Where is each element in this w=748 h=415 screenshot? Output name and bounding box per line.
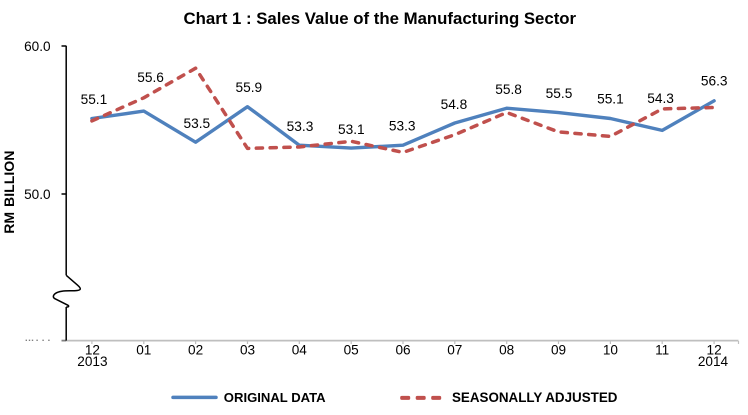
svg-text:54.8: 54.8 bbox=[441, 97, 468, 112]
svg-text:55.8: 55.8 bbox=[495, 82, 522, 97]
svg-text:53.3: 53.3 bbox=[287, 119, 314, 134]
svg-text:55.6: 55.6 bbox=[137, 70, 164, 85]
svg-text:54.3: 54.3 bbox=[647, 91, 674, 106]
svg-text:53.3: 53.3 bbox=[389, 119, 416, 134]
svg-text:RM BILLION: RM BILLION bbox=[1, 151, 17, 234]
svg-text:53.5: 53.5 bbox=[183, 116, 210, 131]
svg-text:02: 02 bbox=[188, 343, 203, 358]
svg-text:2014: 2014 bbox=[698, 354, 729, 369]
svg-text:04: 04 bbox=[292, 343, 308, 358]
svg-text:55.1: 55.1 bbox=[597, 92, 624, 107]
svg-text:12: 12 bbox=[707, 343, 722, 358]
svg-text:60.0: 60.0 bbox=[24, 39, 51, 54]
svg-text:55.9: 55.9 bbox=[235, 80, 262, 95]
svg-text:10: 10 bbox=[603, 343, 619, 358]
svg-text:08: 08 bbox=[499, 343, 514, 358]
svg-text:03: 03 bbox=[240, 343, 255, 358]
svg-text:07: 07 bbox=[447, 343, 462, 358]
svg-text:SEASONALLY ADJUSTED: SEASONALLY ADJUSTED bbox=[452, 390, 618, 405]
svg-text:12: 12 bbox=[85, 343, 100, 358]
svg-text:05: 05 bbox=[344, 343, 359, 358]
svg-text:56.3: 56.3 bbox=[701, 74, 728, 89]
svg-text:55.5: 55.5 bbox=[546, 86, 573, 101]
svg-text:55.1: 55.1 bbox=[81, 92, 108, 107]
svg-text:09: 09 bbox=[551, 343, 566, 358]
svg-text:06: 06 bbox=[395, 343, 410, 358]
svg-text:2013: 2013 bbox=[77, 354, 107, 369]
svg-text:11: 11 bbox=[655, 343, 669, 358]
svg-text:01: 01 bbox=[136, 343, 151, 358]
svg-text:ORIGINAL DATA: ORIGINAL DATA bbox=[224, 390, 326, 405]
svg-text:53.1: 53.1 bbox=[338, 122, 365, 137]
svg-text:50.0: 50.0 bbox=[24, 187, 51, 202]
svg-text:Chart 1 : Sales Value of the M: Chart 1 : Sales Value of the Manufacturi… bbox=[184, 9, 577, 28]
